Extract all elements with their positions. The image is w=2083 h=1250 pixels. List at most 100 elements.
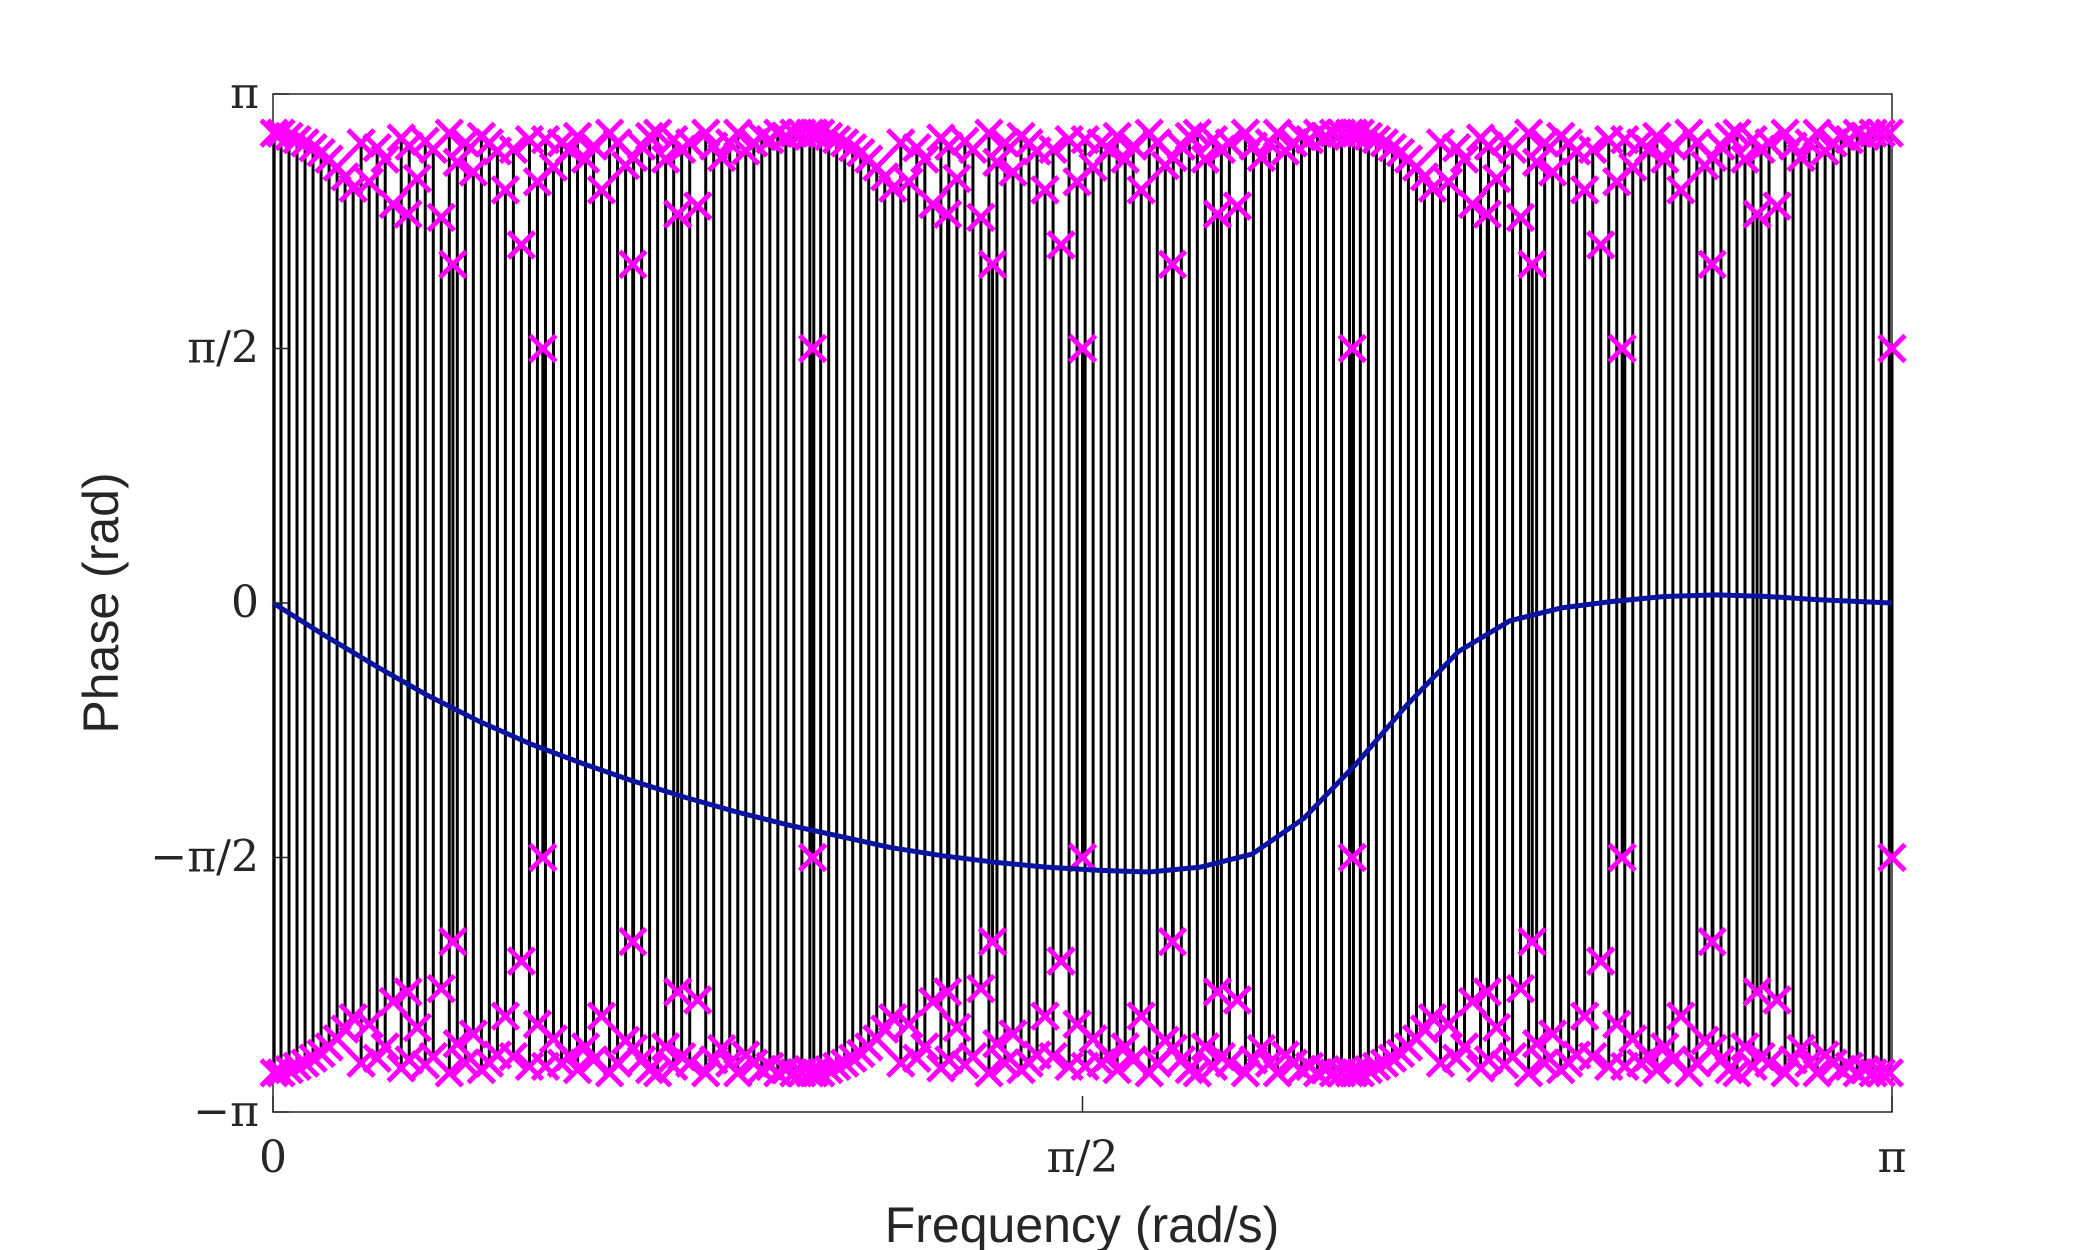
stem-marker: [1481, 163, 1512, 194]
stem-marker: [797, 842, 828, 873]
stem-marker: [1246, 142, 1277, 173]
y-tick-label: π/2: [187, 322, 259, 373]
stem-marker: [346, 128, 376, 158]
stem-marker: [1230, 118, 1261, 148]
stem-marker: [1214, 128, 1245, 158]
stem-marker: [1585, 230, 1616, 260]
stem-marker: [1472, 199, 1503, 229]
stem-marker: [498, 134, 529, 165]
stem-marker: [821, 124, 852, 155]
stem-marker: [1650, 144, 1680, 174]
stem-marker: [450, 1048, 481, 1078]
stem-marker: [634, 121, 665, 152]
stem-marker: [966, 973, 996, 1004]
stem-marker: [434, 1058, 465, 1088]
stem-marker: [498, 1041, 529, 1072]
stem-marker: [1102, 1054, 1132, 1085]
stem-marker: [402, 1012, 433, 1043]
stem-marker: [1030, 175, 1060, 205]
y-axis-label: Phase (rad): [73, 472, 129, 733]
stem-marker: [1634, 1041, 1664, 1072]
stem-marker: [1433, 1009, 1464, 1040]
stem-marker: [998, 157, 1028, 187]
stem-marker: [1337, 333, 1368, 364]
stem-marker: [1513, 118, 1544, 148]
stem-marker: [1642, 121, 1672, 152]
stem-marker: [1866, 1058, 1897, 1088]
stem-marker: [990, 1048, 1020, 1078]
stem-marker: [1577, 134, 1608, 165]
stem-marker: [528, 333, 558, 364]
stem-marker: [1666, 1001, 1696, 1031]
stem-marker: [1537, 1019, 1568, 1049]
stem-marker: [1569, 175, 1600, 205]
stem-marker: [1697, 249, 1727, 280]
stem-marker: [617, 249, 648, 280]
stem-marker: [723, 1058, 753, 1088]
stem-marker: [442, 1028, 473, 1059]
stem-marker: [1722, 118, 1752, 148]
stem-marker: [1361, 1051, 1392, 1082]
stem-marker: [1714, 121, 1744, 152]
stem-marker: [690, 1058, 721, 1088]
stem-marker: [1754, 1048, 1784, 1078]
stem-marker: [1190, 144, 1221, 174]
stem-marker: [1337, 842, 1368, 873]
stem-marker: [490, 175, 521, 205]
stem-marker: [1067, 333, 1098, 364]
stem-series: [272, 133, 1894, 1073]
stem-marker: [1802, 1058, 1832, 1088]
stem-marker: [1505, 973, 1536, 1004]
stem-marker: [918, 189, 948, 220]
stem-marker: [1866, 118, 1897, 148]
phase-line: [271, 592, 1893, 875]
stem-marker: [1874, 118, 1904, 148]
stem-marker: [1174, 121, 1205, 152]
stem-marker: [1126, 175, 1156, 205]
y-tick-label: −π: [193, 1086, 259, 1137]
stem-marker: [1517, 249, 1548, 280]
stem-marker: [442, 147, 473, 178]
stem-marker: [1730, 144, 1760, 174]
stem-marker: [438, 926, 468, 957]
stem-marker: [1513, 1058, 1544, 1088]
stem-marker: [1607, 842, 1637, 873]
stem-marker: [1038, 1041, 1068, 1072]
stem-marker: [1102, 121, 1132, 152]
stem-marker: [1505, 202, 1536, 233]
stem-marker: [1345, 1058, 1376, 1088]
stem-marker: [974, 118, 1004, 148]
stem-marker: [821, 1051, 852, 1082]
stem-marker: [1714, 1054, 1744, 1085]
stem-marker: [894, 1009, 924, 1040]
stem-marker: [1529, 1048, 1560, 1078]
stem-marker: [354, 166, 384, 197]
stem-marker: [282, 1051, 312, 1082]
stem-marker: [1230, 1058, 1261, 1088]
stem-marker: [1521, 147, 1552, 178]
stem-marker: [378, 986, 408, 1017]
stem-marker: [274, 1054, 304, 1085]
stem-marker: [1094, 1041, 1124, 1072]
stem-marker: [1417, 1003, 1448, 1033]
stem-marker: [1174, 1054, 1205, 1085]
stem-marker: [393, 977, 423, 1007]
stem-marker: [393, 199, 423, 229]
stem-marker: [998, 1019, 1028, 1049]
stem-marker: [1222, 191, 1253, 221]
stem-marker: [1529, 128, 1560, 158]
stem-marker: [394, 1045, 424, 1075]
stem-marker: [682, 985, 713, 1015]
stem-marker: [570, 1032, 601, 1062]
stem-marker: [894, 166, 924, 197]
stem-marker: [1770, 1058, 1800, 1088]
stem-marker: [934, 1045, 964, 1075]
stem-marker: [1634, 134, 1664, 165]
stem-marker: [642, 1058, 673, 1088]
stem-marker: [942, 163, 972, 194]
stem-marker: [1425, 128, 1456, 158]
stem-marker: [1214, 1048, 1245, 1078]
stem-marker: [1345, 118, 1376, 148]
stem-marker: [354, 1009, 384, 1040]
stem-marker: [1046, 946, 1076, 976]
